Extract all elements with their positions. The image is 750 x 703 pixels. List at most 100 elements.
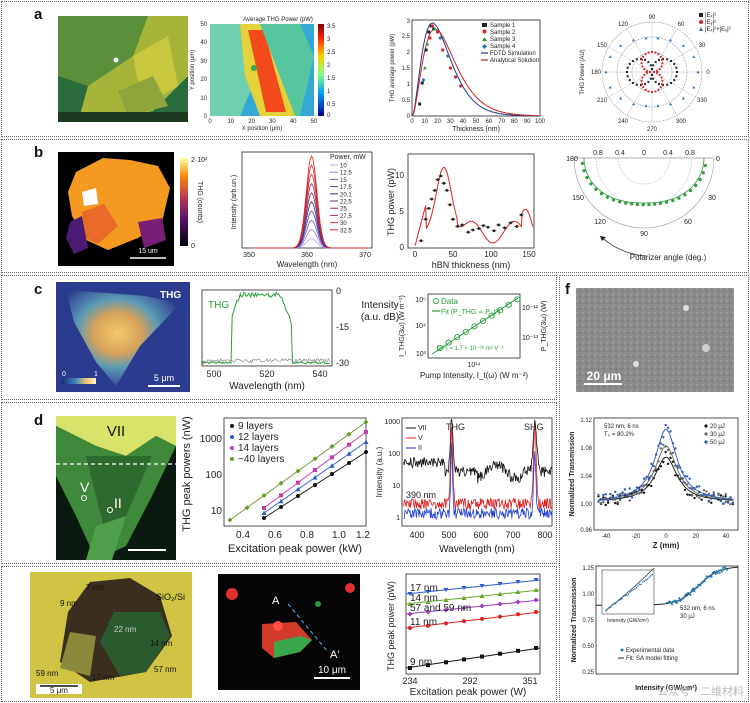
f-inset-point bbox=[621, 598, 623, 600]
svg-text:270: 270 bbox=[647, 127, 658, 133]
c-map-scalebar: 5 μm bbox=[154, 373, 174, 383]
a-polar-ey-point bbox=[656, 72, 658, 74]
f-i-point bbox=[717, 572, 719, 574]
a-polar-ey-point bbox=[643, 74, 645, 76]
b-thick-point bbox=[487, 226, 490, 229]
f-z-point bbox=[643, 477, 645, 479]
svg-text:0: 0 bbox=[642, 150, 646, 157]
d-legend-label: 14 layers bbox=[238, 443, 279, 454]
f-i-point bbox=[670, 602, 672, 604]
e-substrate-label: SiO₂/Si bbox=[156, 592, 185, 602]
c-map-title: THG bbox=[160, 290, 181, 301]
b-map-colorbar bbox=[180, 158, 188, 246]
svg-text:540: 540 bbox=[312, 369, 327, 379]
b-thick-point bbox=[503, 226, 506, 229]
a-polar-ey-point bbox=[661, 80, 663, 82]
svg-text:40: 40 bbox=[200, 40, 207, 46]
a-sample2-point bbox=[459, 84, 462, 87]
f-inset-point bbox=[629, 591, 631, 593]
f-z-point bbox=[725, 501, 727, 503]
a-laser-spot bbox=[114, 58, 119, 63]
svg-text:0: 0 bbox=[706, 70, 710, 76]
a-polar-ex-point bbox=[666, 84, 668, 86]
a-polar-ey-point bbox=[641, 59, 643, 61]
svg-text:0.4: 0.4 bbox=[236, 530, 250, 541]
f-z-point bbox=[691, 487, 693, 489]
b-spectra-legend-title: Power, mW bbox=[330, 154, 366, 161]
e-thg-image: A A′ 10 μm bbox=[218, 574, 360, 690]
d-power-y-ticks: 1000 100 10 bbox=[200, 434, 223, 517]
e-power-point bbox=[534, 646, 538, 650]
f-z-point bbox=[669, 452, 671, 454]
svg-text:100: 100 bbox=[205, 470, 222, 481]
d-power-point bbox=[296, 481, 300, 485]
svg-text:1.2: 1.2 bbox=[356, 530, 370, 541]
f-z-point bbox=[624, 488, 626, 490]
a-polar-ex-point bbox=[651, 74, 653, 76]
a-polar-ey-point bbox=[643, 68, 645, 70]
a-sample1-point bbox=[427, 31, 430, 34]
svg-text:60: 60 bbox=[684, 219, 692, 226]
f-inset-point bbox=[618, 599, 620, 601]
svg-text:150: 150 bbox=[522, 250, 536, 259]
svg-text:Analytical Solution: Analytical Solution bbox=[490, 58, 539, 64]
d-power-point bbox=[347, 443, 351, 447]
b-thickness-chart: 0 5 10 0 50 100 150 hBN thickness (nm) T… bbox=[392, 148, 540, 270]
e-power-chart: 234 292 351 Excitation peak power (W) TH… bbox=[384, 570, 546, 700]
f-inset-point bbox=[639, 583, 641, 585]
f-z-point bbox=[722, 502, 724, 504]
svg-text:60: 60 bbox=[485, 119, 492, 125]
e-power-point bbox=[462, 619, 466, 623]
svg-text:|Eᵧ|²: |Eᵧ|² bbox=[705, 20, 716, 26]
f-z-point bbox=[715, 497, 717, 499]
d-power-x-ticks: 0.4 0.6 0.8 1.0 1.2 bbox=[236, 530, 370, 541]
e-power-point bbox=[534, 610, 538, 614]
c-spectrum-title: THG bbox=[208, 300, 229, 311]
svg-text:30: 30 bbox=[447, 119, 454, 125]
d-power-point bbox=[364, 450, 368, 454]
d-power-chart: 1000 100 10 0.4 0.6 0.8 1.0 1.2 Excitati… bbox=[182, 412, 372, 562]
e-label-a: A bbox=[272, 595, 280, 607]
f-i-point bbox=[711, 575, 713, 577]
a-polar-ex-point bbox=[673, 63, 675, 65]
a-polar-ey-point bbox=[660, 76, 662, 78]
c-spectrum-xlabel: Wavelength (nm) bbox=[229, 381, 305, 392]
b-polar-point bbox=[704, 164, 707, 167]
f-inset-point bbox=[652, 574, 654, 576]
svg-text:330: 330 bbox=[697, 98, 708, 104]
b-map-cb-title: THG (counts) bbox=[196, 181, 203, 223]
f-i-info-1: 30 μJ bbox=[680, 614, 695, 620]
f-z-point bbox=[710, 495, 712, 497]
svg-text:10⁻¹³: 10⁻¹³ bbox=[522, 335, 539, 342]
f-z-legend-marker bbox=[704, 440, 707, 443]
f-inset-point bbox=[620, 599, 622, 601]
svg-text:50: 50 bbox=[200, 22, 207, 28]
a-polar-ex-point bbox=[676, 71, 678, 73]
f-z-point bbox=[689, 478, 691, 480]
a-thick-legend: Sample 1 Sample 2 Sample 3 Sample 4 FDTD… bbox=[481, 23, 539, 64]
svg-text:120: 120 bbox=[594, 219, 606, 226]
f-z-point bbox=[732, 501, 734, 503]
b-map-cb-min: 0 bbox=[191, 243, 195, 250]
svg-text:10⁴: 10⁴ bbox=[415, 323, 426, 330]
a-polar-sum-point bbox=[669, 39, 672, 42]
svg-text:10: 10 bbox=[421, 119, 428, 125]
f-z-point bbox=[636, 486, 638, 488]
f-z-point bbox=[693, 488, 695, 490]
d-legend-marker bbox=[230, 424, 234, 428]
e-power-point bbox=[480, 617, 484, 621]
f-inset-point bbox=[628, 593, 630, 595]
e-optical-scalebar: 5 μm bbox=[50, 686, 68, 695]
e-power-line-labels: 17 nm14 nm57 and 59 nm11 nm9 nm bbox=[410, 583, 471, 668]
svg-text:90: 90 bbox=[640, 231, 648, 238]
f-z-point bbox=[619, 493, 621, 495]
f-z-point bbox=[629, 499, 631, 501]
c-legend-data: Data bbox=[441, 297, 458, 306]
svg-text:2.5: 2.5 bbox=[327, 50, 336, 56]
svg-text:2: 2 bbox=[327, 63, 331, 69]
svg-text:40: 40 bbox=[723, 534, 730, 540]
a-sample4-point bbox=[422, 78, 426, 82]
panel-b-label: b bbox=[34, 144, 43, 161]
f-z-legend-marker bbox=[704, 424, 707, 427]
svg-text:1: 1 bbox=[407, 82, 411, 88]
